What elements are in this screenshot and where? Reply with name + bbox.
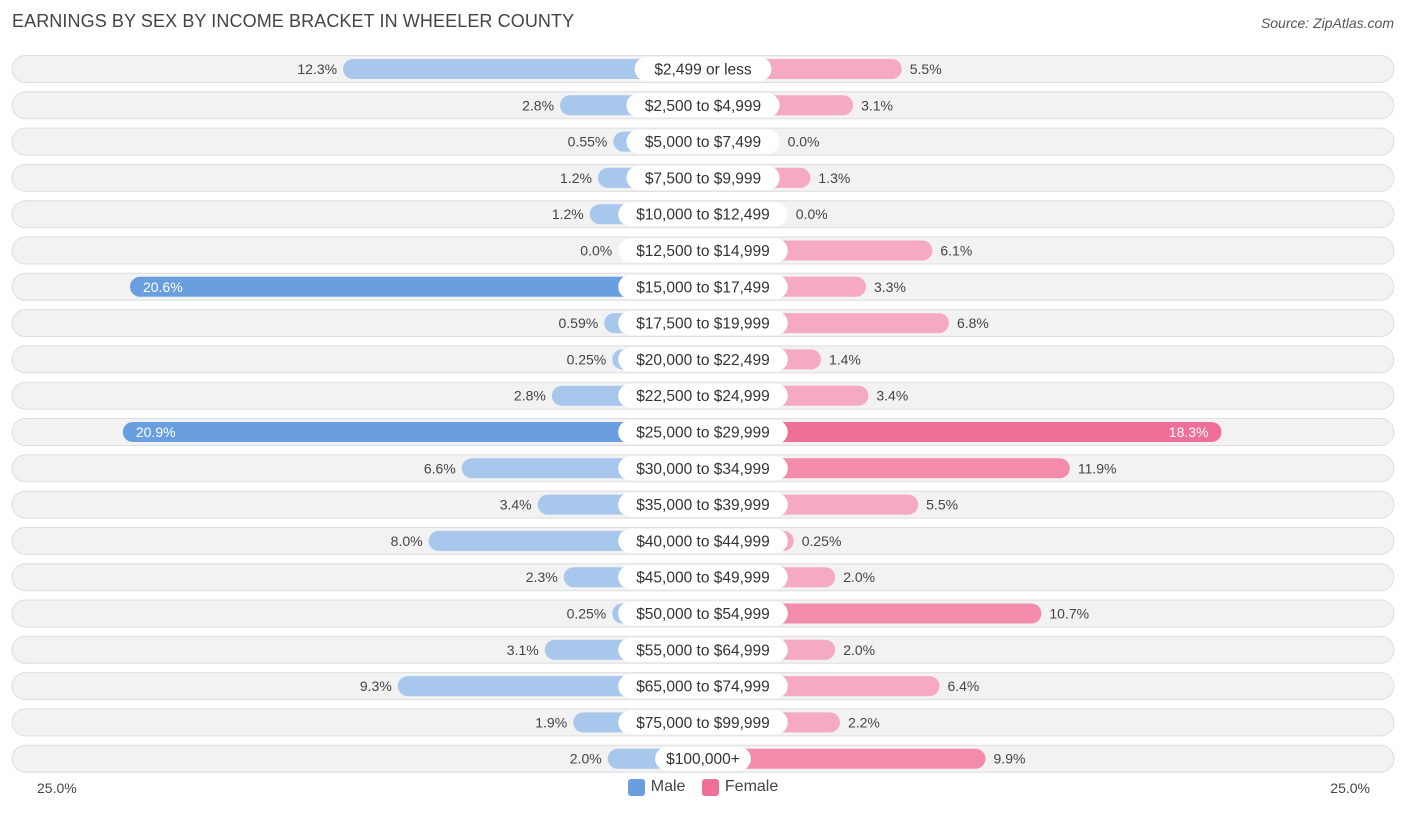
female-value-label: 5.5% — [910, 61, 942, 77]
legend-label-male: Male — [650, 778, 686, 795]
category-pill — [618, 347, 788, 372]
category-label: $20,000 to $22,499 — [636, 352, 770, 369]
male-value-label: 2.8% — [522, 97, 554, 113]
category-label: $30,000 to $34,999 — [636, 461, 770, 478]
category-pill — [618, 311, 788, 336]
male-value-label: 0.25% — [567, 606, 607, 622]
female-value-label: 0.0% — [796, 206, 828, 222]
female-bar — [703, 422, 1222, 442]
female-value-label: 3.4% — [876, 388, 908, 404]
male-value-label: 2.0% — [570, 751, 602, 767]
male-value-label: 1.2% — [560, 170, 592, 186]
female-bar — [703, 458, 1070, 479]
male-value-label: 0.59% — [559, 315, 599, 331]
male-value-label: 0.0% — [580, 243, 612, 259]
legend-swatch-male — [627, 778, 645, 796]
female-bar — [703, 603, 1042, 624]
legend-item-male[interactable]: Male — [627, 778, 686, 796]
female-value-label: 10.7% — [1049, 606, 1089, 622]
female-value-label: 2.0% — [843, 642, 875, 658]
male-value-label: 12.3% — [297, 61, 337, 77]
category-label: $5,000 to $7,499 — [645, 134, 761, 151]
category-label: $50,000 to $54,999 — [636, 606, 770, 623]
category-pill — [618, 601, 788, 626]
category-label: $7,500 to $9,999 — [645, 170, 761, 187]
category-pill — [626, 93, 780, 118]
male-value-label: 2.3% — [526, 569, 558, 585]
female-value-label: 6.8% — [957, 315, 989, 331]
axis-left-label: 25.0% — [37, 780, 77, 796]
legend-swatch-female — [701, 778, 719, 796]
category-label: $25,000 to $29,999 — [636, 425, 770, 442]
category-pill — [618, 565, 788, 590]
female-value-label: 1.3% — [818, 170, 850, 186]
female-value-label: 2.0% — [843, 569, 875, 585]
male-value-label: 20.6% — [143, 279, 183, 295]
male-bar — [343, 59, 703, 79]
category-pill — [634, 57, 772, 81]
female-value-label: 5.5% — [926, 497, 958, 513]
category-label: $65,000 to $74,999 — [636, 679, 770, 696]
male-value-label: 2.8% — [514, 388, 546, 404]
category-label: $12,500 to $14,999 — [636, 243, 770, 260]
category-label: $15,000 to $17,499 — [636, 279, 770, 296]
category-label: $45,000 to $49,999 — [636, 570, 770, 587]
female-value-label: 11.9% — [1078, 460, 1117, 476]
category-pill — [618, 420, 788, 444]
category-pill — [618, 383, 788, 408]
category-pill — [618, 202, 788, 227]
category-pill — [618, 710, 788, 735]
category-pill — [618, 238, 788, 263]
legend: Male Female — [0, 778, 1406, 801]
category-label: $100,000+ — [666, 751, 740, 768]
category-label: $35,000 to $39,999 — [636, 497, 770, 514]
male-value-label: 9.3% — [360, 678, 392, 694]
male-value-label: 0.55% — [568, 134, 608, 150]
category-pill — [618, 674, 788, 699]
category-label: $10,000 to $12,499 — [636, 207, 770, 224]
category-label: $2,500 to $4,999 — [645, 98, 761, 115]
category-label: $22,500 to $24,999 — [636, 388, 770, 405]
category-pill — [655, 746, 751, 771]
category-pill — [626, 129, 780, 154]
male-value-label: 8.0% — [391, 533, 423, 549]
male-value-label: 20.9% — [136, 424, 176, 440]
source-label: Source: ZipAtlas.com — [1260, 15, 1394, 31]
legend-label-female: Female — [724, 778, 779, 795]
male-value-label: 1.9% — [535, 714, 567, 730]
category-label: $75,000 to $99,999 — [636, 715, 770, 732]
male-bar — [129, 276, 704, 297]
category-pill — [618, 492, 788, 517]
category-pill — [618, 274, 788, 299]
axis-right-label: 25.0% — [1330, 780, 1370, 796]
female-value-label: 0.25% — [802, 533, 842, 549]
female-value-label: 6.1% — [940, 243, 972, 259]
male-value-label: 3.1% — [507, 642, 539, 658]
category-label: $40,000 to $44,999 — [636, 533, 770, 550]
female-value-label: 1.4% — [829, 351, 861, 367]
category-label: $17,500 to $19,999 — [636, 316, 770, 333]
male-value-label: 0.25% — [567, 351, 607, 367]
category-pill — [618, 456, 788, 481]
legend-item-female[interactable]: Female — [701, 778, 779, 796]
male-value-label: 1.2% — [552, 206, 584, 222]
male-value-label: 6.6% — [424, 460, 456, 476]
category-pill — [618, 637, 788, 662]
chart-title: EARNINGS BY SEX BY INCOME BRACKET IN WHE… — [12, 11, 575, 31]
female-value-label: 18.3% — [1169, 424, 1209, 440]
category-label: $55,000 to $64,999 — [636, 642, 770, 659]
category-pill — [618, 528, 788, 553]
category-pill — [626, 165, 780, 190]
female-value-label: 3.3% — [874, 279, 906, 295]
female-bar — [703, 748, 986, 769]
male-value-label: 3.4% — [500, 497, 532, 513]
female-value-label: 9.9% — [994, 751, 1026, 767]
female-value-label: 2.2% — [848, 714, 880, 730]
female-value-label: 0.0% — [788, 134, 820, 150]
male-bar — [122, 422, 704, 442]
category-label: $2,499 or less — [654, 62, 752, 79]
female-value-label: 3.1% — [861, 97, 893, 113]
female-value-label: 6.4% — [947, 678, 979, 694]
